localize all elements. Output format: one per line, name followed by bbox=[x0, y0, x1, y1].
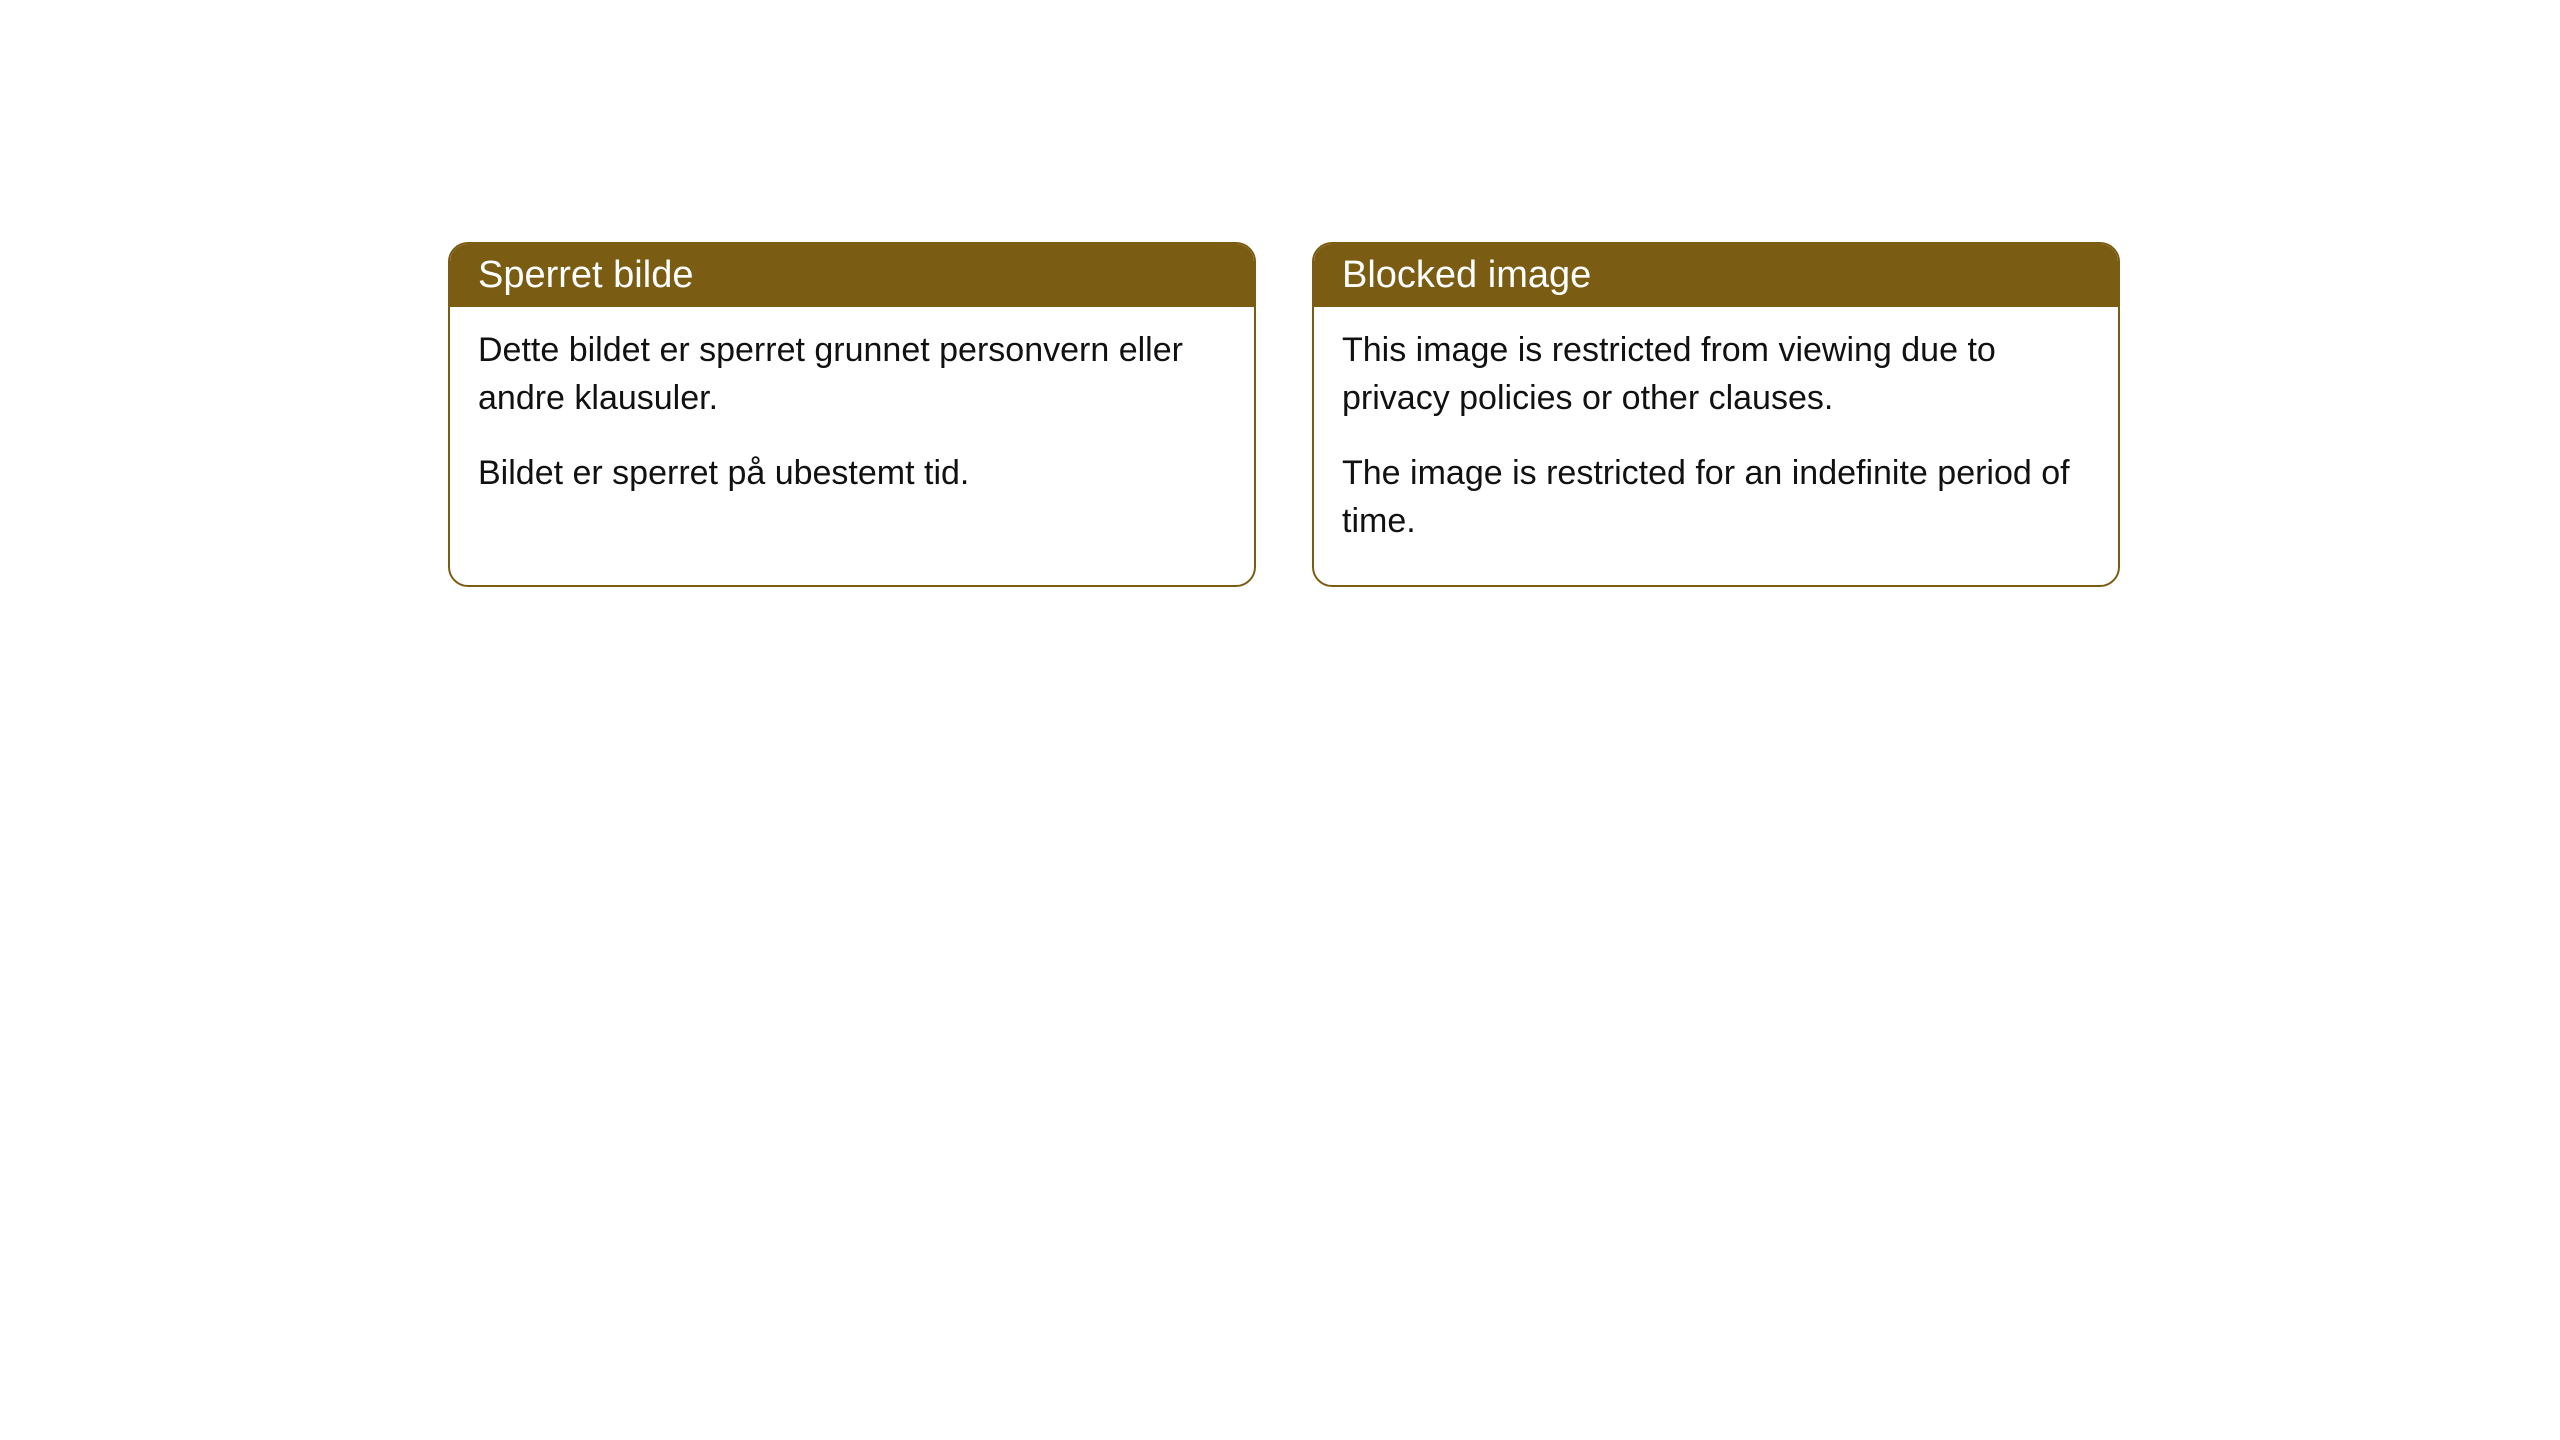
card-paragraph: This image is restricted from viewing du… bbox=[1342, 327, 2090, 422]
card-paragraph: Bildet er sperret på ubestemt tid. bbox=[478, 450, 1226, 498]
card-paragraph: The image is restricted for an indefinit… bbox=[1342, 450, 2090, 545]
card-body-norwegian: Dette bildet er sperret grunnet personve… bbox=[450, 307, 1254, 538]
card-title: Sperret bilde bbox=[478, 254, 693, 296]
cards-container: Sperret bilde Dette bildet er sperret gr… bbox=[448, 242, 2120, 587]
card-header-norwegian: Sperret bilde bbox=[450, 244, 1254, 307]
card-paragraph: Dette bildet er sperret grunnet personve… bbox=[478, 327, 1226, 422]
card-body-english: This image is restricted from viewing du… bbox=[1314, 307, 2118, 585]
card-norwegian: Sperret bilde Dette bildet er sperret gr… bbox=[448, 242, 1256, 587]
card-header-english: Blocked image bbox=[1314, 244, 2118, 307]
card-english: Blocked image This image is restricted f… bbox=[1312, 242, 2120, 587]
card-title: Blocked image bbox=[1342, 254, 1591, 296]
